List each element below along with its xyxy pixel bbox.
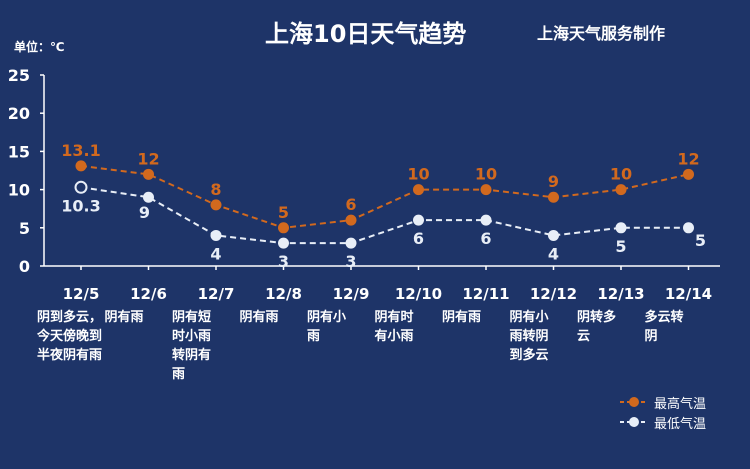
low-temp-data-label: 5 xyxy=(615,237,626,256)
low-temp-data-label: 6 xyxy=(413,229,424,248)
x-tick-label: 12/9 xyxy=(333,285,370,303)
y-tick-label: 5 xyxy=(19,219,30,238)
high-temp-line xyxy=(80,164,689,229)
weather-desc: 阴到多云， 今天傍晚到 半夜阴有雨 xyxy=(37,310,103,363)
low-temp-data-label: 3 xyxy=(278,252,289,271)
weather-desc: 阴有小 雨 xyxy=(307,310,347,344)
low-temp-point xyxy=(548,229,559,241)
low-temp-point xyxy=(615,222,627,234)
x-tick-label: 12/13 xyxy=(597,285,644,303)
weather-desc: 阴有小 雨转阴 到多云 xyxy=(509,310,549,363)
x-tick-label: 12/12 xyxy=(530,285,577,303)
high-temp-data-label: 10 xyxy=(610,165,632,184)
axes: 0 5 10 15 20 25 12/5 12/6 12/7 12/8 12/9 12/10 12/11… xyxy=(8,66,720,303)
low-temp-data-label: 5 xyxy=(695,231,706,250)
legend: 最高气温 最低气温 xyxy=(620,392,706,432)
y-tick-label: 0 xyxy=(19,257,30,276)
high-temp-point xyxy=(75,160,87,172)
legend-item-low: 最低气温 xyxy=(620,412,706,432)
legend-item-high: 最高气温 xyxy=(620,392,706,412)
y-tick-label: 15 xyxy=(8,142,30,161)
unit-label: 单位：℃ xyxy=(14,40,65,54)
high-temp-data-label: 12 xyxy=(677,149,699,168)
x-tick-label: 12/11 xyxy=(462,285,509,303)
high-temp-data-label: 12 xyxy=(137,149,159,168)
y-tick-label: 10 xyxy=(8,181,30,200)
high-temp-point xyxy=(413,184,424,196)
high-temp-data-label: 6 xyxy=(345,195,356,214)
high-temp-point xyxy=(683,168,694,180)
high-temp-point xyxy=(548,191,559,203)
low-temp-data-label: 9 xyxy=(139,203,150,222)
y-tick-label: 25 xyxy=(8,66,30,85)
weather-desc: 阴有时 有小雨 xyxy=(374,310,414,344)
low-temp-point xyxy=(278,237,289,249)
high-temp-point xyxy=(278,222,289,234)
low-temp-data-label: 10.3 xyxy=(61,196,100,215)
high-temp-data-label: 10 xyxy=(475,165,497,184)
high-temp-data-label: 13.1 xyxy=(61,141,100,160)
page-title: 上海10日天气趋势 xyxy=(265,20,467,48)
y-tick-label: 20 xyxy=(8,104,30,123)
x-tick-label: 12/10 xyxy=(395,285,442,303)
x-tick-label: 12/5 xyxy=(63,285,100,303)
weather-desc: 阴有雨 xyxy=(104,310,144,325)
weather-desc: 阴有雨 xyxy=(239,310,279,325)
weather-desc: 阴有短 时小雨 转阴有 雨 xyxy=(172,310,212,382)
high-temp-point xyxy=(615,184,627,196)
legend-low-label: 最低气温 xyxy=(654,416,707,432)
low-temp-point xyxy=(683,222,694,234)
series-lines xyxy=(80,164,689,245)
x-tick-label: 12/7 xyxy=(198,285,235,303)
low-temp-point xyxy=(210,229,222,241)
high-temp-data-label: 8 xyxy=(210,180,221,199)
x-tick-label: 12/8 xyxy=(265,285,302,303)
low-temp-data-label: 6 xyxy=(480,229,491,248)
weather-desc: 阴转多 云 xyxy=(577,310,617,344)
high-temp-point xyxy=(345,214,357,226)
x-tick-label: 12/6 xyxy=(130,285,167,303)
low-temp-point xyxy=(74,180,88,194)
low-temp-data-label: 4 xyxy=(548,244,559,263)
legend-low-swatch-icon xyxy=(620,417,648,427)
high-temp-data-label: 10 xyxy=(407,165,429,184)
legend-high-swatch-icon xyxy=(620,397,648,407)
low-temp-point xyxy=(345,237,357,249)
source-label: 上海天气服务制作 xyxy=(537,24,666,43)
high-temp-point xyxy=(143,168,154,180)
low-temp-point xyxy=(143,191,154,203)
data-marks: 13.1 12 8 5 6 10 10 9 10 12 10.3 9 4 3 3 6 6 4 5 5 xyxy=(61,141,706,271)
low-temp-line xyxy=(80,186,689,245)
x-tick-label: 12/14 xyxy=(665,285,712,303)
weather-desc: 多云转 阴 xyxy=(644,310,684,344)
low-temp-point xyxy=(480,214,492,226)
high-temp-data-label: 5 xyxy=(278,203,289,222)
high-temp-data-label: 9 xyxy=(548,172,559,191)
low-temp-data-label: 4 xyxy=(210,244,221,263)
weather-desc: 阴有雨 xyxy=(442,310,482,325)
high-temp-point xyxy=(210,199,222,211)
high-temp-point xyxy=(480,184,492,196)
low-temp-point xyxy=(413,214,424,226)
low-temp-data-label: 3 xyxy=(345,252,356,271)
legend-high-label: 最高气温 xyxy=(654,396,707,412)
